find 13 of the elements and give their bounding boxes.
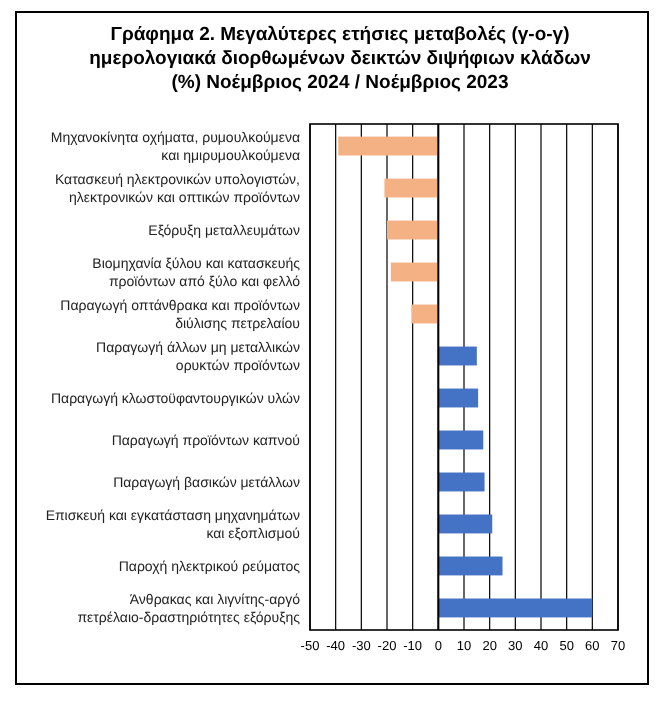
bar (438, 430, 484, 450)
bar (384, 178, 439, 198)
bar (438, 388, 479, 408)
bar (338, 136, 439, 156)
bar (438, 556, 503, 576)
chart-title: Γράφημα 2. Μεγαλύτερες ετήσιες μεταβολές (γ-ο-γ) ημερολογιακά διορθωμένων δεικτών διψήφιων κλάδων (%) Νοέμβριος 2024 / Νοέμβριος 2023 (89, 24, 591, 94)
bar (438, 472, 485, 492)
bar (390, 262, 439, 282)
bar (438, 598, 593, 618)
bar (387, 220, 439, 240)
bar (438, 346, 477, 366)
bar (438, 514, 493, 534)
bar (411, 304, 439, 324)
